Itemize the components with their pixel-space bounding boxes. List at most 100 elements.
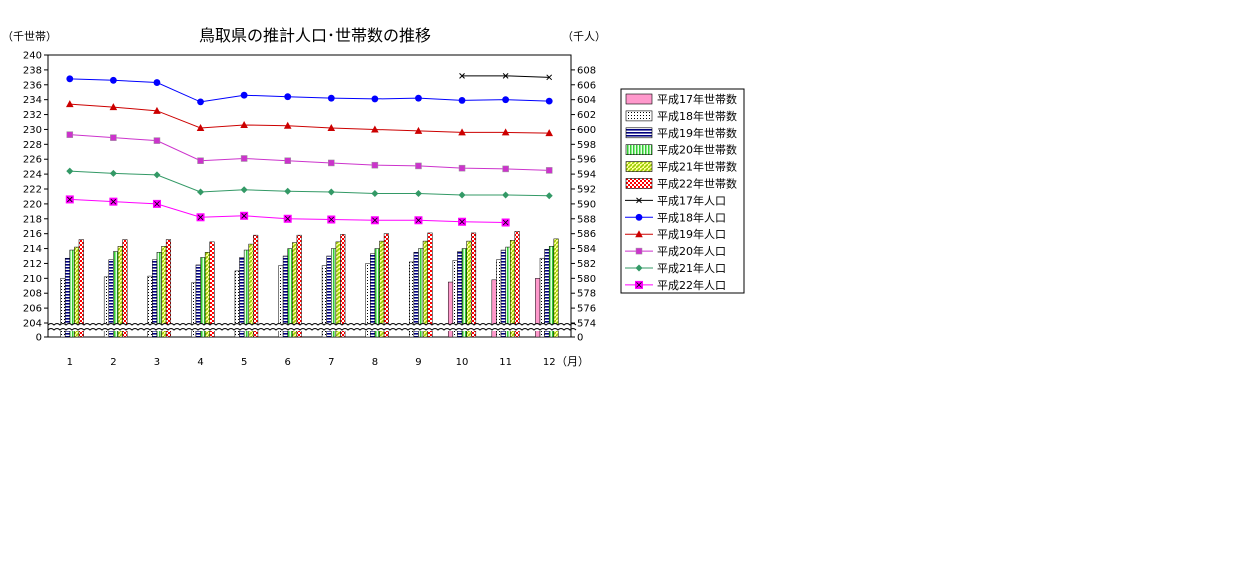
legend-swatch — [625, 110, 653, 122]
right-tick-label: 584 — [577, 244, 596, 255]
left-tick-label: 204 — [23, 319, 42, 330]
left-tick-label: 212 — [23, 259, 42, 270]
data-point — [284, 187, 292, 195]
bar — [427, 232, 433, 338]
category-label: 6 — [285, 357, 291, 368]
data-point — [328, 159, 335, 167]
legend-label: 平成20年世帯数 — [657, 143, 737, 157]
category-label: 1 — [67, 357, 73, 368]
series-line — [69, 134, 550, 171]
bar — [470, 232, 477, 338]
data-point — [501, 128, 510, 136]
bar — [379, 240, 385, 338]
left-tick-label: 210 — [23, 274, 42, 285]
bar — [253, 234, 259, 338]
bar — [509, 240, 516, 338]
right-tick-label: 0 — [577, 333, 583, 344]
bar — [422, 240, 428, 338]
bar — [335, 241, 341, 338]
right-tick-label: 606 — [577, 80, 596, 91]
axis-break-line — [47, 328, 577, 331]
right-tick-label: 598 — [577, 140, 596, 151]
bar — [340, 234, 346, 338]
plot-area — [47, 54, 572, 338]
right-tick-label: 582 — [577, 259, 596, 270]
category-label: 8 — [372, 357, 378, 368]
left-tick-label: 236 — [23, 80, 42, 91]
data-point — [197, 98, 204, 106]
category-label: 12 — [543, 357, 556, 368]
data-point — [458, 164, 466, 172]
legend-label: 平成18年世帯数 — [657, 109, 737, 123]
data-point — [415, 162, 422, 170]
legend-label: 平成18年人口 — [657, 210, 726, 224]
left-tick-label: 208 — [23, 289, 42, 300]
legend-label: 平成17年人口 — [657, 193, 726, 207]
left-tick-label: 222 — [23, 185, 42, 196]
right-tick-label: 592 — [577, 185, 596, 196]
left-tick-label: 232 — [23, 110, 42, 121]
bar — [165, 239, 172, 338]
left-tick-label: 0 — [36, 333, 42, 344]
right-tick-label: 594 — [577, 170, 596, 181]
data-point — [545, 167, 553, 174]
series-line — [69, 103, 550, 134]
left-tick-label: 238 — [23, 65, 42, 76]
category-label: 2 — [110, 357, 116, 368]
left-tick-label: 224 — [23, 170, 42, 181]
left-tick-label: 218 — [23, 214, 42, 225]
legend-label: 平成20年人口 — [657, 244, 726, 258]
data-point — [65, 100, 74, 108]
data-point — [458, 191, 466, 199]
legend-marker — [635, 264, 643, 272]
data-point — [240, 120, 248, 128]
left-tick-label: 226 — [23, 155, 42, 166]
bar — [209, 241, 215, 338]
left-tick-label: 230 — [23, 125, 42, 136]
data-point — [240, 155, 248, 162]
right-tick-label: 580 — [577, 274, 596, 285]
data-point — [327, 94, 335, 102]
legend-swatch — [625, 161, 653, 172]
data-point — [502, 72, 509, 79]
data-point — [371, 95, 379, 103]
data-point — [327, 123, 336, 131]
legend-swatch — [625, 93, 653, 105]
data-point — [327, 215, 336, 224]
data-point — [458, 97, 466, 104]
data-point — [66, 167, 74, 175]
bar — [78, 239, 84, 338]
data-point — [240, 186, 248, 194]
legend-marker — [636, 197, 642, 204]
right-tick-label: 586 — [577, 229, 596, 240]
data-point — [502, 96, 510, 104]
bar — [466, 240, 472, 338]
data-point — [65, 195, 74, 204]
data-point — [196, 213, 205, 222]
data-point — [283, 214, 292, 223]
data-point — [109, 103, 118, 111]
data-point — [501, 218, 510, 227]
right-tick-label: 578 — [577, 289, 596, 300]
right-tick-label: 600 — [577, 125, 596, 136]
legend-label: 平成17年世帯数 — [657, 92, 737, 106]
category-label: 9 — [415, 357, 421, 368]
data-point — [197, 157, 204, 164]
data-point — [153, 106, 161, 114]
data-point — [415, 94, 422, 102]
left-tick-label: 228 — [23, 140, 42, 151]
legend-label: 平成19年人口 — [657, 227, 726, 241]
legend-marker — [635, 230, 643, 238]
axis-break-band — [49, 324, 570, 331]
series-line — [69, 78, 550, 103]
right-tick-label: 596 — [577, 155, 596, 166]
data-point — [153, 171, 161, 179]
data-point — [414, 126, 423, 134]
data-point — [240, 91, 248, 99]
category-label: 3 — [154, 357, 160, 368]
bar — [122, 239, 128, 338]
data-point — [109, 197, 118, 206]
data-point — [153, 79, 161, 86]
right-axis-unit: （千人） — [562, 30, 606, 43]
